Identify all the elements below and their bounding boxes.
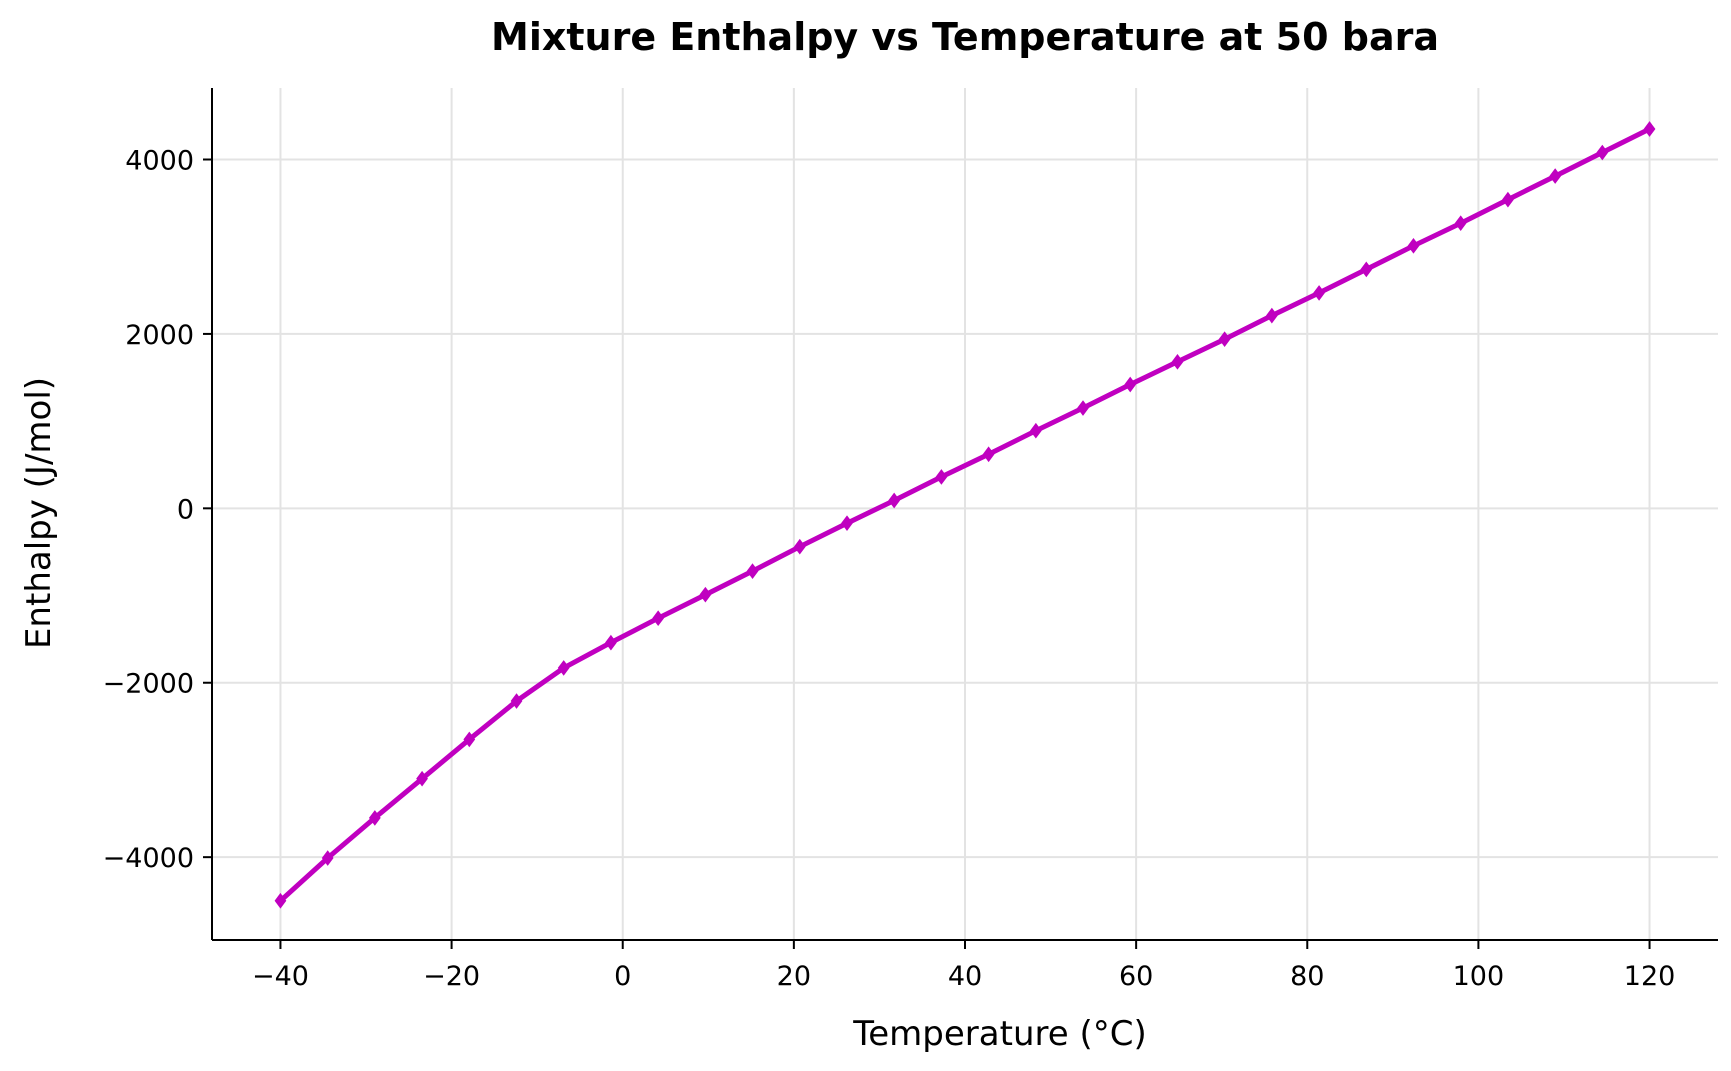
y-axis-label: Enthalpy (J/mol): [19, 377, 59, 649]
grid: [212, 88, 1718, 940]
data-point: [652, 610, 665, 627]
data-point: [1454, 215, 1467, 232]
x-tick-label: 0: [614, 961, 631, 992]
data-point: [557, 660, 570, 676]
data-point: [463, 731, 476, 748]
data-point: [1407, 238, 1420, 254]
chart-title: Mixture Enthalpy vs Temperature at 50 ba…: [491, 15, 1439, 59]
data-point: [1218, 331, 1231, 347]
data-point: [1313, 285, 1325, 301]
x-tick-label: 100: [1453, 961, 1505, 992]
data-point: [793, 538, 806, 555]
data-point: [841, 515, 853, 531]
data-point: [510, 693, 523, 709]
x-tick-label: 120: [1624, 961, 1676, 992]
x-tick-label: 60: [1119, 961, 1153, 992]
x-tick-label: 80: [1290, 961, 1324, 992]
data-point: [368, 810, 381, 826]
data-point: [1124, 376, 1137, 393]
data-point: [699, 586, 712, 603]
y-tick-label: 0: [177, 494, 194, 525]
data-point: [416, 770, 428, 787]
data-point: [1549, 168, 1562, 184]
data-point: [1265, 307, 1278, 324]
x-tick-label: −40: [252, 961, 309, 992]
y-tick-label: 2000: [125, 320, 194, 351]
data-point: [1171, 353, 1184, 370]
data-point: [888, 492, 901, 509]
data-point: [1502, 191, 1514, 208]
series: [274, 121, 1656, 909]
data-point: [274, 892, 287, 909]
y-tick-label: −2000: [103, 669, 194, 700]
data-point: [1643, 121, 1656, 137]
x-tick-label: 20: [777, 961, 811, 992]
data-point: [982, 446, 995, 463]
x-tick-label: −20: [423, 961, 480, 992]
data-point: [1077, 400, 1089, 416]
data-point: [1360, 261, 1373, 278]
ticks: −40 −20 0 20 40 60 80 100 120 −4000 −2000 0 2000 4000: [103, 146, 1676, 992]
data-point: [321, 850, 334, 866]
y-tick-label: −4000: [103, 843, 194, 874]
data-point: [605, 634, 617, 651]
series-line: [278, 126, 1652, 904]
data-point: [935, 469, 948, 485]
data-point: [1596, 144, 1609, 161]
y-tick-label: 4000: [125, 146, 194, 177]
x-tick-label: 40: [948, 961, 982, 992]
x-axis-label: Temperature (°C): [852, 1014, 1146, 1054]
data-point: [746, 563, 759, 579]
data-point: [1029, 422, 1042, 439]
